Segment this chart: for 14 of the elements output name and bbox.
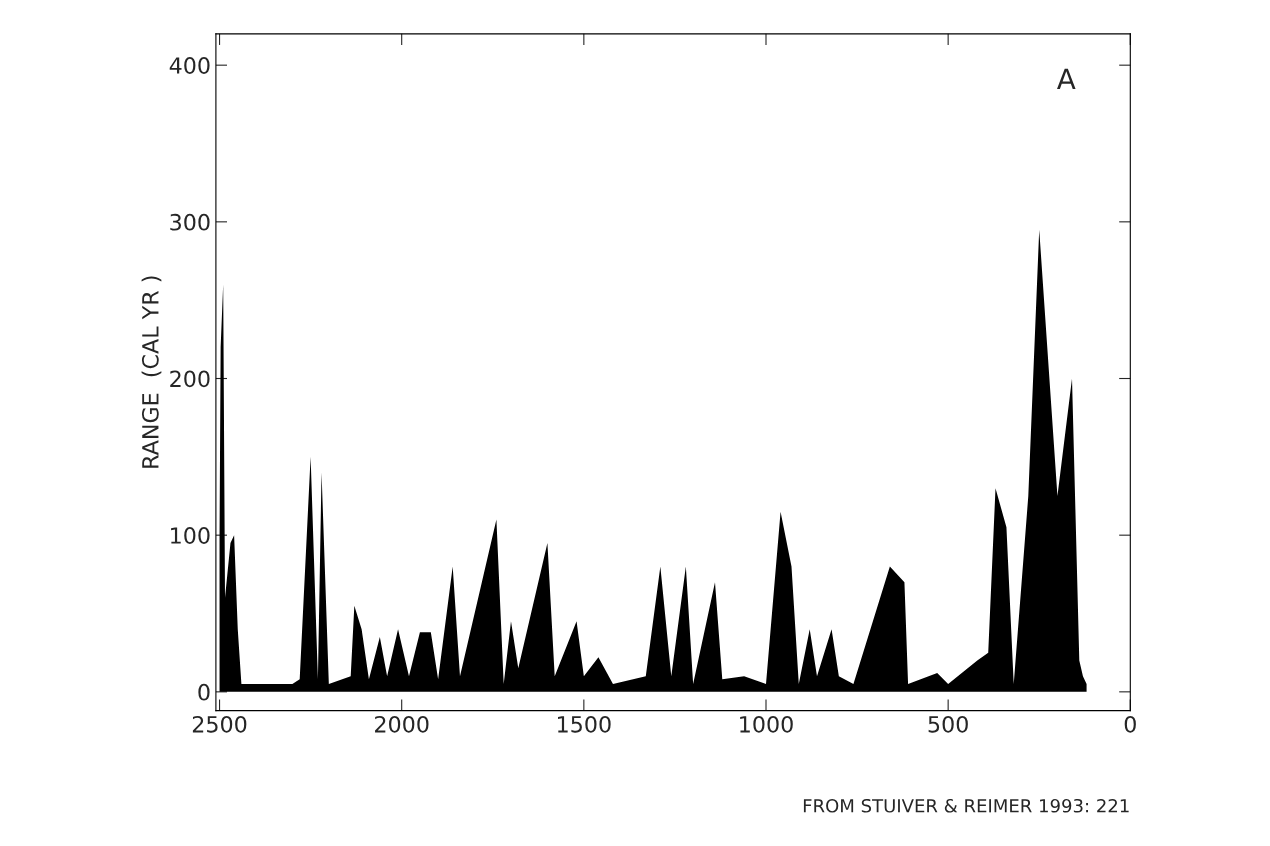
x-tick-label: 0 xyxy=(1124,715,1136,733)
x-tick-label: 1500 xyxy=(558,715,611,733)
text: FROM STUIVER & REIMER 1993: 221 xyxy=(803,798,1129,813)
y-tick-label: 400 xyxy=(169,57,210,74)
y-tick-label: 100 xyxy=(171,527,210,544)
y-tick-label: 0 xyxy=(198,683,210,701)
y-axis-title: RANGE (CAL YR ) xyxy=(141,276,162,468)
y-tick-label: 300 xyxy=(170,213,210,231)
x-tick-label: 2500 xyxy=(192,715,247,733)
annotation: A xyxy=(1057,68,1076,89)
y-tick-label: 200 xyxy=(170,370,210,388)
x-tick-label: 1000 xyxy=(740,715,793,733)
x-tick-label: 500 xyxy=(928,715,968,733)
x-tick-label: 2000 xyxy=(375,715,429,733)
